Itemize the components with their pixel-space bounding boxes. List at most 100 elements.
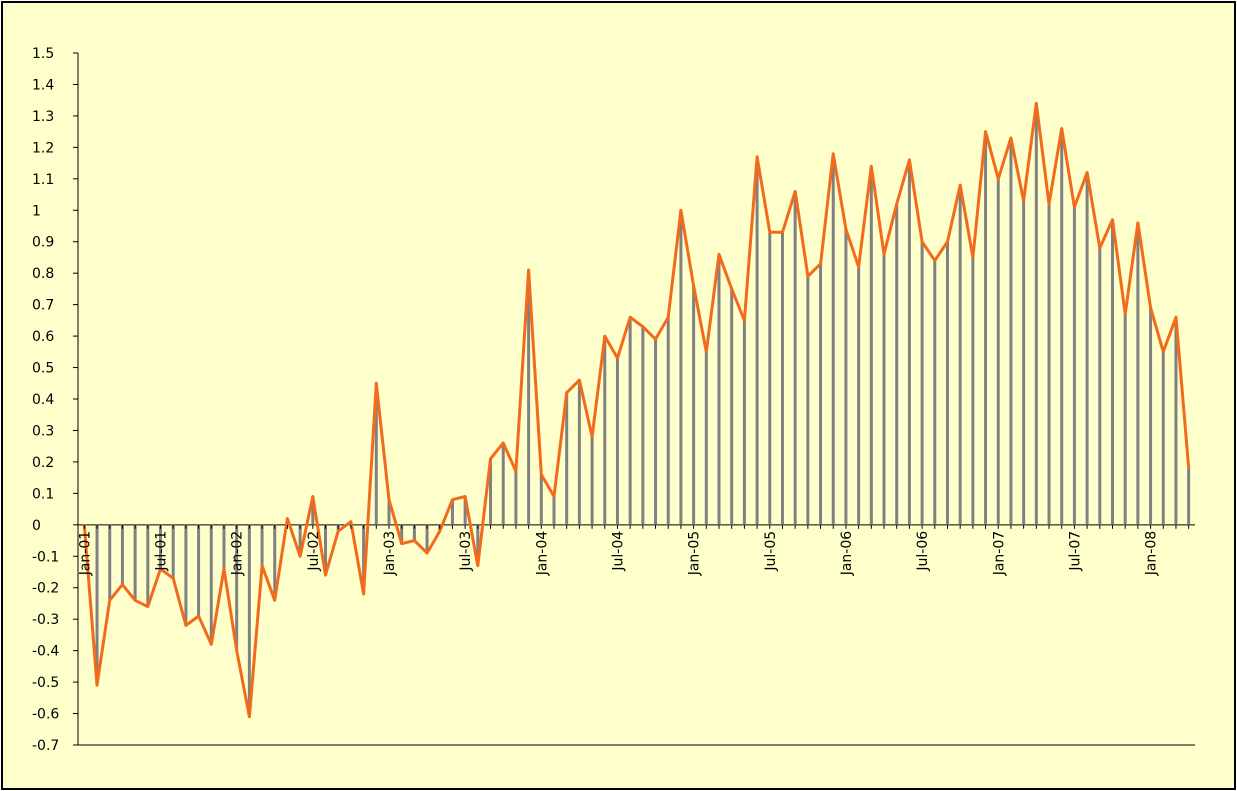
- x-tick-label: Jan-08: [1144, 531, 1160, 576]
- bar: [958, 185, 962, 525]
- y-tick-label: 1.1: [32, 172, 54, 188]
- bar: [819, 263, 823, 525]
- x-tick-label: Jan-04: [534, 531, 550, 577]
- bar: [717, 254, 721, 525]
- y-tick-label: -0.6: [32, 707, 59, 723]
- bar: [844, 229, 848, 525]
- bar: [374, 383, 378, 525]
- bar: [831, 153, 835, 525]
- bar: [108, 524, 112, 601]
- bar: [1098, 248, 1102, 525]
- bar: [324, 524, 328, 576]
- bar: [590, 436, 594, 525]
- bar: [463, 496, 467, 525]
- y-tick-label: 0.1: [32, 486, 54, 502]
- bar: [780, 232, 784, 525]
- bar: [984, 131, 988, 525]
- bar: [260, 524, 264, 566]
- bar: [945, 241, 949, 525]
- bar: [247, 524, 251, 717]
- bar: [565, 392, 569, 525]
- bar: [793, 191, 797, 525]
- y-tick-label: 1.2: [32, 140, 54, 156]
- bar: [184, 524, 188, 626]
- x-tick-label: Jul-01: [154, 531, 170, 572]
- bar: [1072, 207, 1076, 525]
- bar: [527, 270, 531, 525]
- bar: [311, 496, 315, 525]
- bar: [1187, 468, 1191, 525]
- bar: [996, 178, 1000, 525]
- bar: [95, 524, 99, 686]
- bar: [907, 159, 911, 525]
- bar: [577, 380, 581, 525]
- x-tick-label: Jul-03: [458, 531, 474, 572]
- y-tick-label: 0.9: [32, 235, 54, 251]
- bar: [628, 317, 632, 525]
- bar: [133, 524, 137, 601]
- x-tick-label: Jul-02: [306, 531, 322, 572]
- y-tick-label: 0: [32, 518, 41, 534]
- bar: [806, 276, 810, 525]
- bar: [615, 358, 619, 525]
- bar: [869, 166, 873, 525]
- bar: [895, 203, 899, 525]
- bar: [501, 443, 505, 525]
- bar: [222, 524, 226, 569]
- bar: [209, 524, 213, 645]
- y-tick-label: -0.7: [32, 738, 59, 754]
- y-tick-label: 0.3: [32, 423, 54, 439]
- bar: [273, 524, 277, 601]
- bar: [933, 260, 937, 525]
- bar: [730, 288, 734, 525]
- bar: [1085, 172, 1089, 525]
- bar: [1060, 128, 1064, 525]
- bar: [387, 499, 391, 525]
- bar: [1136, 222, 1140, 525]
- bar: [171, 524, 175, 579]
- bar: [514, 471, 518, 525]
- x-tick-label: Jan-01: [77, 531, 93, 576]
- y-tick-label: 0.4: [32, 392, 54, 408]
- x-tick-label: Jul-07: [1067, 531, 1083, 572]
- bar: [971, 257, 975, 525]
- bar: [362, 524, 366, 595]
- bar: [146, 524, 150, 607]
- bar: [120, 524, 124, 585]
- bar: [412, 524, 416, 541]
- y-tick-label: 1.3: [32, 109, 54, 125]
- bar: [654, 339, 658, 525]
- bar: [425, 524, 429, 554]
- bar: [1161, 351, 1165, 525]
- y-tick-label: -0.2: [32, 581, 59, 597]
- y-tick-label: -0.3: [32, 612, 59, 628]
- bar: [742, 320, 746, 525]
- x-tick-label: Jan-02: [230, 531, 246, 576]
- x-tick-label: Jul-04: [610, 531, 626, 572]
- y-tick-label: 0.7: [32, 298, 54, 314]
- y-tick-label: -0.5: [32, 675, 59, 691]
- bar: [298, 524, 302, 557]
- bar: [704, 351, 708, 525]
- bar: [1009, 137, 1013, 525]
- x-tick-label: Jan-03: [382, 531, 398, 576]
- y-tick-label: 1.4: [32, 77, 54, 93]
- bar: [552, 496, 556, 525]
- bar: [1047, 203, 1051, 525]
- bar: [679, 210, 683, 525]
- bar: [920, 241, 924, 525]
- bar: [692, 285, 696, 525]
- line: [82, 101, 1191, 719]
- y-tick-label: 0.2: [32, 455, 54, 471]
- x-tick-label: Jan-06: [839, 531, 855, 577]
- y-tick-label: 0.8: [32, 266, 54, 282]
- bar: [603, 336, 607, 525]
- bar: [768, 232, 772, 525]
- bar: [1149, 307, 1153, 525]
- bar: [666, 317, 670, 525]
- x-tick-label: Jul-05: [763, 531, 779, 572]
- bar: [1123, 314, 1127, 525]
- bar: [1110, 219, 1114, 525]
